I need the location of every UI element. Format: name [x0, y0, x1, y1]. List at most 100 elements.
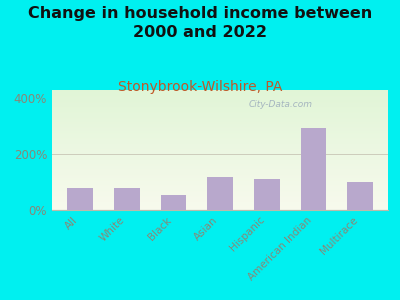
- Bar: [52, 107, 388, 108]
- Bar: [52, 167, 388, 168]
- Bar: [52, 168, 388, 169]
- Bar: [52, 204, 388, 205]
- Bar: [52, 101, 388, 102]
- Bar: [52, 102, 388, 103]
- Bar: [52, 164, 388, 166]
- Bar: [52, 178, 388, 179]
- Bar: [52, 181, 388, 182]
- Bar: [52, 121, 388, 122]
- Bar: [114, 188, 140, 210]
- Bar: [52, 169, 388, 170]
- Bar: [52, 174, 388, 175]
- Bar: [52, 140, 388, 142]
- Bar: [52, 173, 388, 174]
- Bar: [52, 203, 388, 204]
- Bar: [52, 199, 388, 200]
- Text: Stonybrook-Wilshire, PA: Stonybrook-Wilshire, PA: [118, 80, 282, 94]
- Bar: [52, 128, 388, 130]
- Bar: [52, 92, 388, 94]
- Bar: [52, 124, 388, 125]
- Bar: [52, 126, 388, 127]
- Bar: [52, 149, 388, 150]
- Bar: [52, 125, 388, 126]
- Bar: [52, 152, 388, 154]
- Bar: [52, 122, 388, 124]
- Bar: [52, 95, 388, 96]
- Bar: [52, 143, 388, 144]
- Bar: [52, 131, 388, 132]
- Bar: [52, 196, 388, 197]
- Bar: [52, 160, 388, 161]
- Bar: [52, 91, 388, 92]
- Bar: [52, 202, 388, 203]
- Bar: [52, 136, 388, 137]
- Bar: [254, 179, 280, 210]
- Bar: [52, 144, 388, 145]
- Bar: [52, 103, 388, 104]
- Bar: [52, 109, 388, 110]
- Bar: [52, 110, 388, 112]
- Bar: [52, 161, 388, 162]
- Bar: [52, 90, 388, 91]
- Bar: [52, 96, 388, 97]
- Bar: [52, 104, 388, 106]
- Bar: [300, 128, 326, 210]
- Bar: [52, 194, 388, 196]
- Bar: [52, 198, 388, 199]
- Bar: [52, 119, 388, 120]
- Bar: [52, 208, 388, 209]
- Bar: [52, 113, 388, 114]
- Bar: [52, 150, 388, 151]
- Text: City-Data.com: City-Data.com: [248, 100, 312, 109]
- Bar: [52, 185, 388, 186]
- Bar: [52, 158, 388, 160]
- Bar: [52, 197, 388, 198]
- Bar: [160, 195, 186, 210]
- Bar: [52, 179, 388, 180]
- Bar: [52, 132, 388, 133]
- Bar: [52, 94, 388, 95]
- Bar: [52, 130, 388, 131]
- Text: Change in household income between
2000 and 2022: Change in household income between 2000 …: [28, 6, 372, 40]
- Bar: [52, 209, 388, 210]
- Bar: [52, 193, 388, 194]
- Bar: [52, 187, 388, 188]
- Bar: [52, 175, 388, 176]
- Bar: [52, 176, 388, 178]
- Bar: [52, 172, 388, 173]
- Bar: [52, 166, 388, 167]
- Bar: [52, 205, 388, 206]
- Bar: [347, 182, 373, 210]
- Bar: [52, 191, 388, 192]
- Bar: [52, 116, 388, 118]
- Bar: [52, 114, 388, 115]
- Bar: [52, 151, 388, 152]
- Bar: [52, 100, 388, 101]
- Bar: [67, 188, 93, 210]
- Bar: [52, 106, 388, 107]
- Bar: [207, 177, 233, 210]
- Bar: [52, 97, 388, 98]
- Bar: [52, 137, 388, 138]
- Bar: [52, 138, 388, 139]
- Bar: [52, 134, 388, 136]
- Bar: [52, 120, 388, 121]
- Bar: [52, 112, 388, 113]
- Bar: [52, 186, 388, 187]
- Bar: [52, 148, 388, 149]
- Bar: [52, 118, 388, 119]
- Bar: [52, 180, 388, 181]
- Bar: [52, 155, 388, 156]
- Bar: [52, 184, 388, 185]
- Bar: [52, 108, 388, 109]
- Bar: [52, 163, 388, 164]
- Bar: [52, 206, 388, 208]
- Bar: [52, 170, 388, 172]
- Bar: [52, 127, 388, 128]
- Bar: [52, 188, 388, 190]
- Bar: [52, 145, 388, 146]
- Bar: [52, 98, 388, 100]
- Bar: [52, 200, 388, 202]
- Bar: [52, 154, 388, 155]
- Bar: [52, 146, 388, 148]
